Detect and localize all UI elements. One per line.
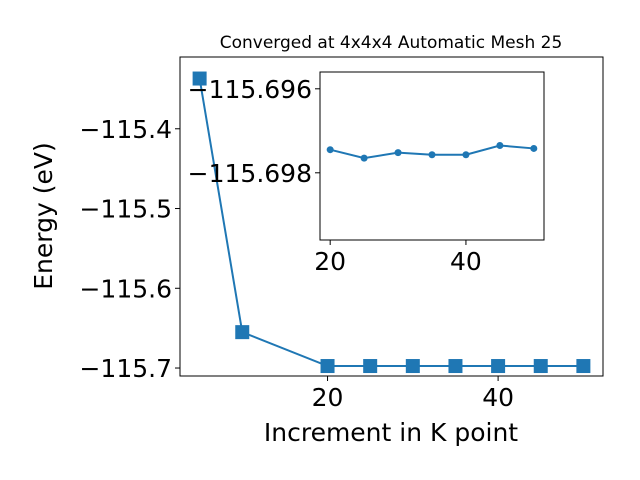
main-y-tick-label: −115.4: [79, 115, 172, 144]
main-y-tick-label: −115.6: [79, 274, 172, 303]
main-point: [320, 359, 335, 374]
main-point: [448, 359, 463, 374]
inset-point: [428, 151, 436, 159]
main-y-tick-label: −115.5: [79, 195, 172, 224]
main-y-tick-label: −115.7: [79, 354, 172, 383]
inset-y-tick-label: −115.698: [188, 159, 312, 188]
inset-y-tick-label: −115.696: [188, 75, 312, 104]
inset-point: [530, 144, 538, 152]
main-point: [491, 359, 506, 374]
main-point: [405, 359, 420, 374]
main-point: [363, 359, 378, 374]
x-axis-label: Increment in K point: [264, 418, 518, 447]
main-point: [533, 359, 548, 374]
main-x-tick-label: 40: [482, 383, 514, 412]
chart-title: Converged at 4x4x4 Automatic Mesh 25: [220, 33, 563, 53]
main-point: [576, 359, 591, 374]
inset-x-tick-label: 20: [314, 247, 346, 276]
inset-point: [394, 149, 402, 157]
inset-plot: 20 40 −115.698 −115.696: [188, 71, 545, 276]
inset-point: [326, 146, 334, 154]
inset-point: [360, 154, 368, 162]
main-point: [192, 71, 207, 86]
inset-point: [462, 151, 470, 159]
inset-x-tick-label: 40: [450, 247, 482, 276]
main-point: [235, 325, 250, 340]
main-x-tick-label: 20: [312, 383, 344, 412]
inset-point: [496, 142, 504, 149]
y-axis-label: Energy (eV): [29, 142, 58, 289]
